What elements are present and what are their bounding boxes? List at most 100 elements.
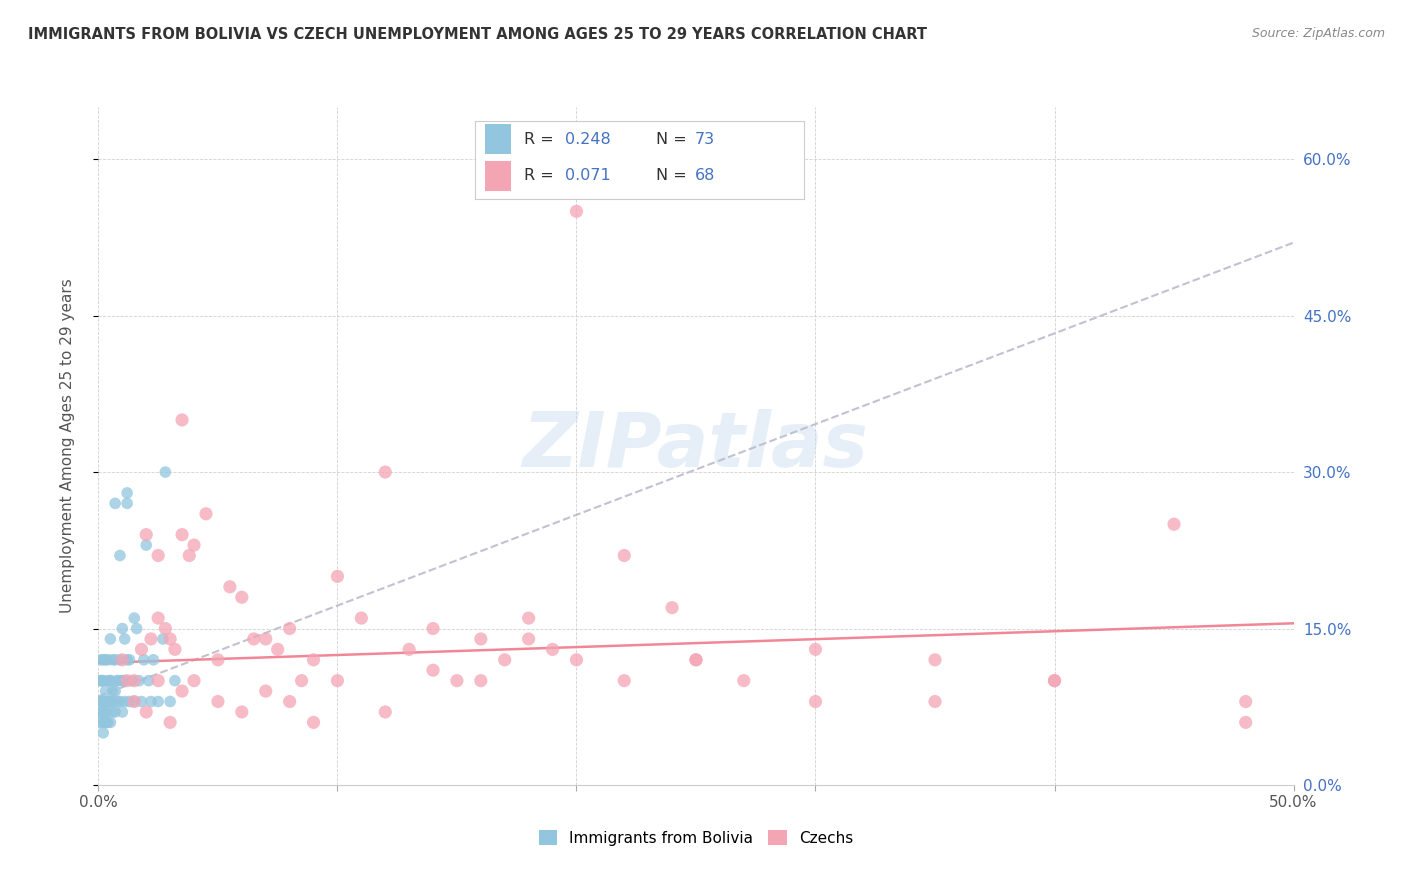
Point (131, 642, 153, 657)
Point (231, 591, 253, 605)
Point (91, 705, 114, 719)
Point (104, 496, 127, 510)
Point (115, 496, 138, 510)
Point (90, 673, 112, 688)
Point (89, 715, 111, 730)
Point (183, 673, 205, 688)
Point (446, 673, 468, 688)
Point (398, 642, 420, 657)
Point (924, 653, 946, 667)
Point (541, 642, 564, 657)
Point (494, 653, 516, 667)
Point (148, 611, 170, 625)
Point (163, 673, 186, 688)
Point (121, 673, 143, 688)
Point (101, 684, 124, 698)
Point (470, 632, 492, 646)
Point (1163, 517, 1185, 532)
Point (94, 715, 117, 730)
Point (278, 622, 301, 636)
Point (172, 413, 194, 427)
Point (148, 673, 170, 688)
Point (291, 673, 314, 688)
Point (93, 705, 115, 719)
Point (179, 549, 201, 563)
Point (135, 527, 157, 541)
Point (132, 653, 155, 667)
Point (254, 684, 277, 698)
Point (685, 653, 707, 667)
Point (350, 611, 373, 625)
Point (517, 611, 540, 625)
Point (115, 673, 138, 688)
Point (90, 673, 112, 688)
Point (135, 538, 157, 552)
Point (374, 705, 396, 719)
Point (98, 715, 122, 730)
Point (155, 465, 177, 479)
Point (101, 705, 124, 719)
Point (267, 642, 290, 657)
Point (326, 673, 349, 688)
Point (565, 204, 588, 219)
Point (155, 622, 177, 636)
Point (302, 715, 325, 730)
Point (94, 694, 117, 708)
Point (90, 705, 112, 719)
Point (131, 694, 153, 708)
Point (104, 684, 127, 698)
Point (302, 653, 325, 667)
Point (94, 684, 117, 698)
Point (125, 622, 148, 636)
Point (243, 632, 266, 646)
Point (101, 694, 124, 708)
Point (278, 694, 301, 708)
Point (422, 622, 444, 636)
Point (124, 694, 146, 708)
Point (97, 653, 120, 667)
Point (91, 715, 114, 730)
Point (111, 705, 134, 719)
Point (231, 705, 253, 719)
Point (101, 653, 124, 667)
Point (517, 632, 540, 646)
Point (118, 653, 141, 667)
Point (207, 653, 229, 667)
Point (111, 622, 134, 636)
Point (91, 694, 114, 708)
Point (114, 632, 136, 646)
Point (104, 653, 127, 667)
Point (91, 694, 114, 708)
Point (107, 673, 129, 688)
Point (685, 653, 707, 667)
Point (128, 673, 150, 688)
Point (138, 673, 160, 688)
Point (91, 726, 114, 740)
Point (111, 673, 134, 688)
Point (172, 527, 194, 541)
Y-axis label: Unemployment Among Ages 25 to 29 years: Unemployment Among Ages 25 to 29 years (60, 278, 75, 614)
Point (148, 694, 170, 708)
Point (159, 715, 181, 730)
Point (804, 694, 827, 708)
Point (91, 673, 114, 688)
Point (804, 642, 827, 657)
Point (139, 632, 162, 646)
Point (613, 673, 636, 688)
Point (97, 673, 120, 688)
Point (565, 653, 588, 667)
Point (139, 694, 162, 708)
Point (1043, 673, 1066, 688)
Point (111, 673, 134, 688)
Point (108, 694, 131, 708)
Point (98, 673, 122, 688)
Point (124, 694, 146, 708)
Point (422, 663, 444, 677)
Point (114, 673, 136, 688)
Text: Source: ZipAtlas.com: Source: ZipAtlas.com (1251, 27, 1385, 40)
Point (195, 507, 218, 521)
Point (124, 673, 146, 688)
Point (183, 538, 205, 552)
Point (374, 465, 396, 479)
Point (172, 684, 194, 698)
